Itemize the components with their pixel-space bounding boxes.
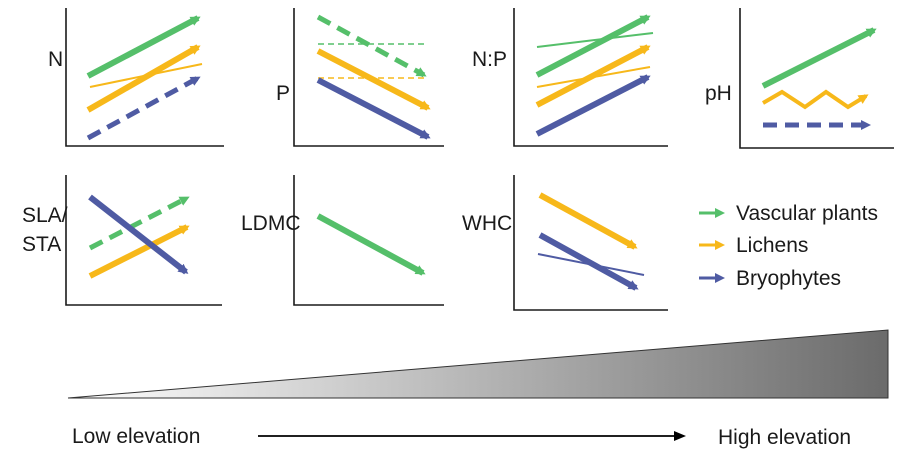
legend-label-vascular: Vascular plants xyxy=(736,202,878,225)
lichens-trend-line xyxy=(538,192,638,250)
panel-n: N xyxy=(48,8,224,147)
panel-ldmc-label: LDMC xyxy=(241,212,301,235)
bryophytes-trend-line xyxy=(535,74,651,137)
panel-ldmc: LDMC xyxy=(241,175,444,306)
panel-ldmc-axes xyxy=(293,175,444,306)
high-elevation-label: High elevation xyxy=(718,426,851,449)
lichens-trend-line xyxy=(535,44,651,108)
panel-n-axes xyxy=(65,8,224,147)
panel-whc-label: WHC xyxy=(462,212,512,235)
legend-item-bryophytes: Bryophytes xyxy=(699,267,841,290)
panel-sla: SLA/ STA xyxy=(22,175,222,306)
elevation-axis: Low elevation High elevation xyxy=(72,425,851,449)
panel-ph-axes xyxy=(739,8,894,149)
bryophytes-dashed-line xyxy=(86,75,201,141)
bryophytes-trend-line xyxy=(538,232,639,291)
vascular-trend-line xyxy=(535,14,651,78)
panel-sla-label-line2: STA xyxy=(22,233,61,256)
vascular-thin-line xyxy=(536,32,654,48)
panel-np: N:P xyxy=(472,8,668,147)
panel-np-label: N:P xyxy=(472,48,507,71)
legend: Vascular plants Lichens Bryophytes xyxy=(699,202,878,290)
bryophytes-trend-line xyxy=(88,194,189,275)
panel-p: P xyxy=(276,8,444,147)
panel-n-label: N xyxy=(48,48,63,71)
vascular-trend-line xyxy=(316,213,426,276)
legend-item-vascular: Vascular plants xyxy=(699,202,878,225)
panel-sla-axes xyxy=(65,175,222,306)
panel-whc-axes xyxy=(513,175,668,311)
legend-item-lichens: Lichens xyxy=(699,234,808,257)
bryophytes-trend-line xyxy=(316,77,431,140)
vascular-dashed-line xyxy=(88,195,190,251)
lichens-zigzag-line xyxy=(761,89,869,110)
legend-label-lichens: Lichens xyxy=(736,234,808,257)
lichens-trend-line xyxy=(86,44,201,113)
elevation-gradient-wedge xyxy=(67,329,889,399)
legend-label-bryophytes: Bryophytes xyxy=(736,267,841,290)
panel-ph-label: pH xyxy=(705,82,732,105)
panel-ph: pH xyxy=(705,8,894,149)
vascular-dashed-line xyxy=(316,14,427,78)
panel-sla-label: SLA/ xyxy=(22,204,68,227)
vascular-trend-line xyxy=(86,15,201,79)
lichens-trend-line xyxy=(88,224,190,279)
lichens-trend-line xyxy=(316,48,431,111)
panel-p-label: P xyxy=(276,82,290,105)
panel-np-axes xyxy=(513,8,668,147)
low-elevation-label: Low elevation xyxy=(72,425,200,448)
vascular-trend-line xyxy=(761,27,877,89)
panel-p-axes xyxy=(293,8,444,147)
panel-whc: WHC xyxy=(462,175,668,311)
